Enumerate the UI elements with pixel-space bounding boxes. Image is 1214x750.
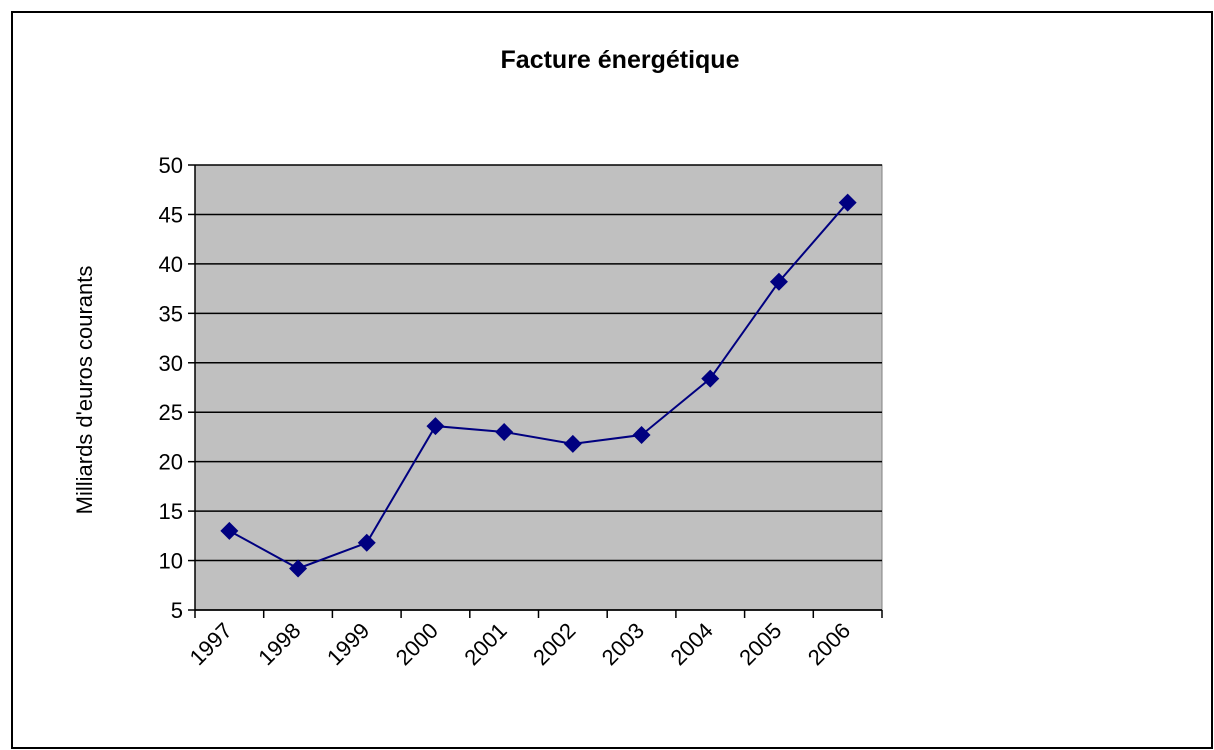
y-tick-label: 30	[159, 351, 183, 376]
y-tick-label: 10	[159, 549, 183, 574]
marker	[632, 425, 651, 444]
y-tick-label: 50	[159, 153, 183, 178]
y-axis-label: Milliards d'euros courants	[72, 266, 97, 515]
marker	[769, 272, 788, 291]
y-tick-label: 45	[159, 202, 183, 227]
marker	[357, 533, 376, 552]
y-tick-label: 20	[159, 450, 183, 475]
marker	[289, 559, 308, 578]
line	[228, 201, 849, 570]
y-tick-label: 40	[159, 252, 183, 277]
plot-area	[194, 164, 883, 611]
y-tick-label: 35	[159, 301, 183, 326]
marker	[563, 434, 582, 453]
marker	[838, 193, 857, 212]
y-tick-label: 15	[159, 499, 183, 524]
marker	[220, 521, 239, 540]
marker	[426, 417, 445, 436]
chart-title: Facture énergétique	[501, 46, 740, 74]
marker	[701, 369, 720, 388]
y-tick-label: 5	[171, 598, 183, 623]
y-tick-label: 25	[159, 400, 183, 425]
marker	[495, 423, 514, 441]
